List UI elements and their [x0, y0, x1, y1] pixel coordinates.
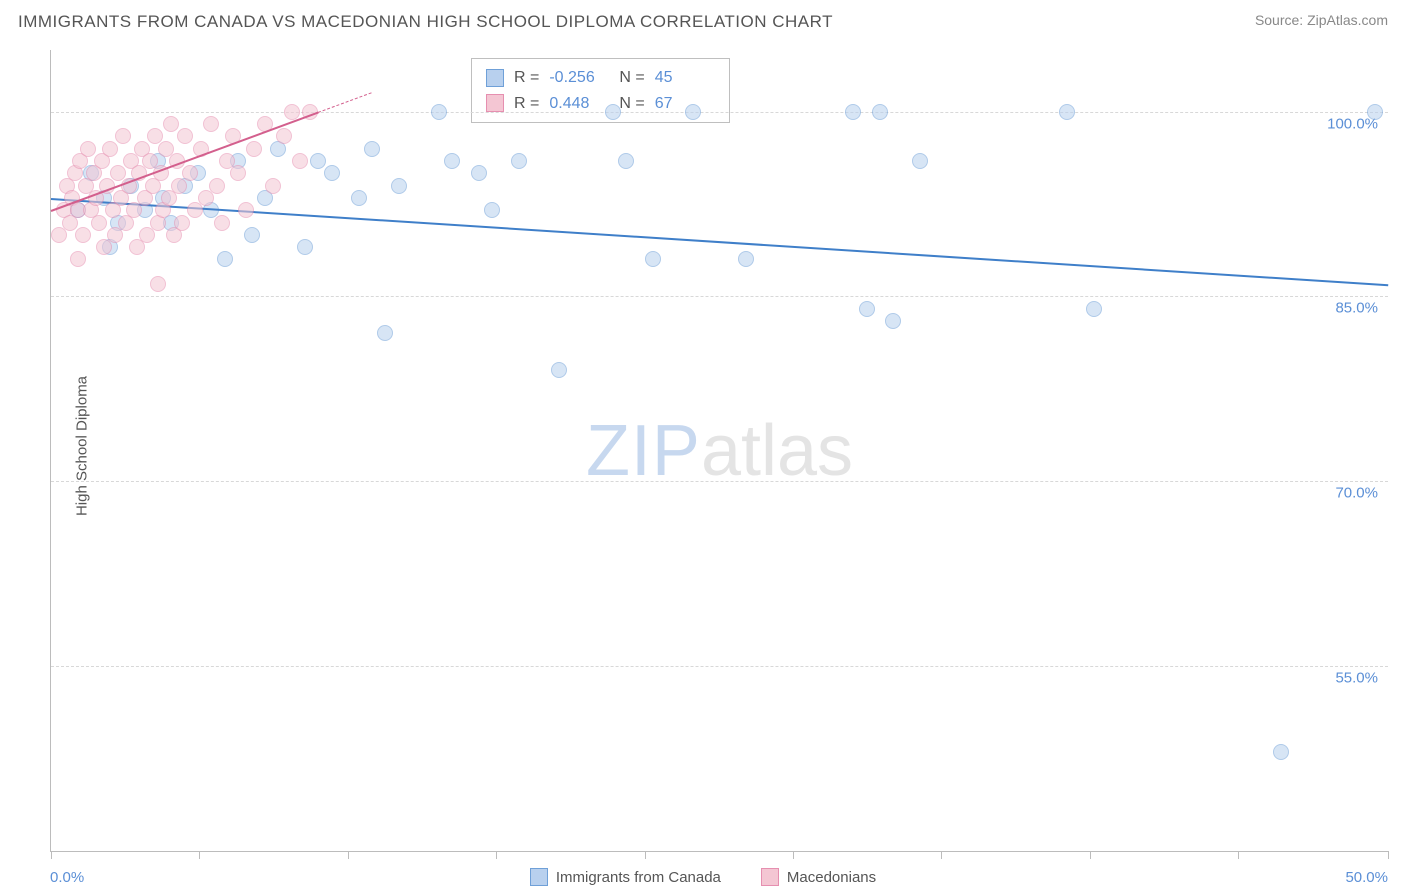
- swatch-series2: [486, 94, 504, 112]
- y-tick-label: 70.0%: [1335, 485, 1378, 502]
- legend-item-series1: Immigrants from Canada: [530, 868, 721, 886]
- data-point: [174, 215, 190, 231]
- legend-swatch-series2: [761, 868, 779, 886]
- data-point: [163, 116, 179, 132]
- source-label: Source:: [1255, 12, 1303, 28]
- r-value-series1: -0.256: [549, 65, 609, 91]
- data-point: [292, 153, 308, 169]
- data-point: [70, 251, 86, 267]
- x-tick: [1388, 851, 1389, 859]
- data-point: [444, 153, 460, 169]
- watermark: ZIPatlas: [586, 410, 853, 492]
- x-tick: [496, 851, 497, 859]
- data-point: [605, 104, 621, 120]
- x-tick: [645, 851, 646, 859]
- data-point: [230, 165, 246, 181]
- data-point: [377, 325, 393, 341]
- x-tick: [1238, 851, 1239, 859]
- trend-line: [51, 112, 319, 212]
- chart-legend: Immigrants from Canada Macedonians: [0, 868, 1406, 886]
- data-point: [102, 141, 118, 157]
- y-tick-label: 85.0%: [1335, 300, 1378, 317]
- data-point: [484, 202, 500, 218]
- data-point: [209, 178, 225, 194]
- data-point: [1059, 104, 1075, 120]
- data-point: [351, 190, 367, 206]
- trend-line-extension: [318, 92, 372, 113]
- x-tick: [51, 851, 52, 859]
- legend-swatch-series1: [530, 868, 548, 886]
- data-point: [214, 215, 230, 231]
- data-point: [80, 141, 96, 157]
- x-tick: [199, 851, 200, 859]
- x-tick: [941, 851, 942, 859]
- data-point: [618, 153, 634, 169]
- data-point: [177, 128, 193, 144]
- data-point: [685, 104, 701, 120]
- gridline: [51, 666, 1388, 667]
- data-point: [1086, 301, 1102, 317]
- watermark-atlas: atlas: [701, 411, 853, 491]
- data-point: [238, 202, 254, 218]
- data-point: [91, 215, 107, 231]
- data-point: [912, 153, 928, 169]
- data-point: [297, 239, 313, 255]
- data-point: [645, 251, 661, 267]
- data-point: [244, 227, 260, 243]
- data-point: [246, 141, 262, 157]
- r-label: R =: [514, 65, 539, 91]
- data-point: [217, 251, 233, 267]
- data-point: [115, 128, 131, 144]
- chart-title: IMMIGRANTS FROM CANADA VS MACEDONIAN HIG…: [18, 12, 833, 32]
- gridline: [51, 481, 1388, 482]
- data-point: [310, 153, 326, 169]
- data-point: [738, 251, 754, 267]
- data-point: [284, 104, 300, 120]
- scatter-chart: ZIPatlas R = -0.256 N = 45 R = 0.448 N =…: [50, 50, 1388, 852]
- stats-row-series1: R = -0.256 N = 45: [486, 65, 715, 91]
- data-point: [265, 178, 281, 194]
- data-point: [1273, 744, 1289, 760]
- data-point: [859, 301, 875, 317]
- gridline: [51, 296, 1388, 297]
- data-point: [150, 276, 166, 292]
- swatch-series1: [486, 69, 504, 87]
- data-point: [203, 116, 219, 132]
- data-point: [471, 165, 487, 181]
- data-point: [511, 153, 527, 169]
- x-tick: [348, 851, 349, 859]
- data-point: [75, 227, 91, 243]
- watermark-zip: ZIP: [586, 411, 701, 491]
- data-point: [845, 104, 861, 120]
- legend-label-series2: Macedonians: [787, 869, 876, 886]
- data-point: [324, 165, 340, 181]
- data-point: [391, 178, 407, 194]
- x-tick: [1090, 851, 1091, 859]
- source-attribution: Source: ZipAtlas.com: [1255, 12, 1388, 28]
- data-point: [872, 104, 888, 120]
- data-point: [364, 141, 380, 157]
- gridline: [51, 112, 1388, 113]
- data-point: [551, 362, 567, 378]
- x-tick: [793, 851, 794, 859]
- data-point: [182, 165, 198, 181]
- legend-item-series2: Macedonians: [761, 868, 876, 886]
- data-point: [276, 128, 292, 144]
- legend-label-series1: Immigrants from Canada: [556, 869, 721, 886]
- data-point: [885, 313, 901, 329]
- data-point: [1367, 104, 1383, 120]
- n-label: N =: [619, 65, 644, 91]
- source-value: ZipAtlas.com: [1307, 12, 1388, 28]
- y-tick-label: 55.0%: [1335, 670, 1378, 687]
- data-point: [431, 104, 447, 120]
- n-value-series1: 45: [655, 65, 715, 91]
